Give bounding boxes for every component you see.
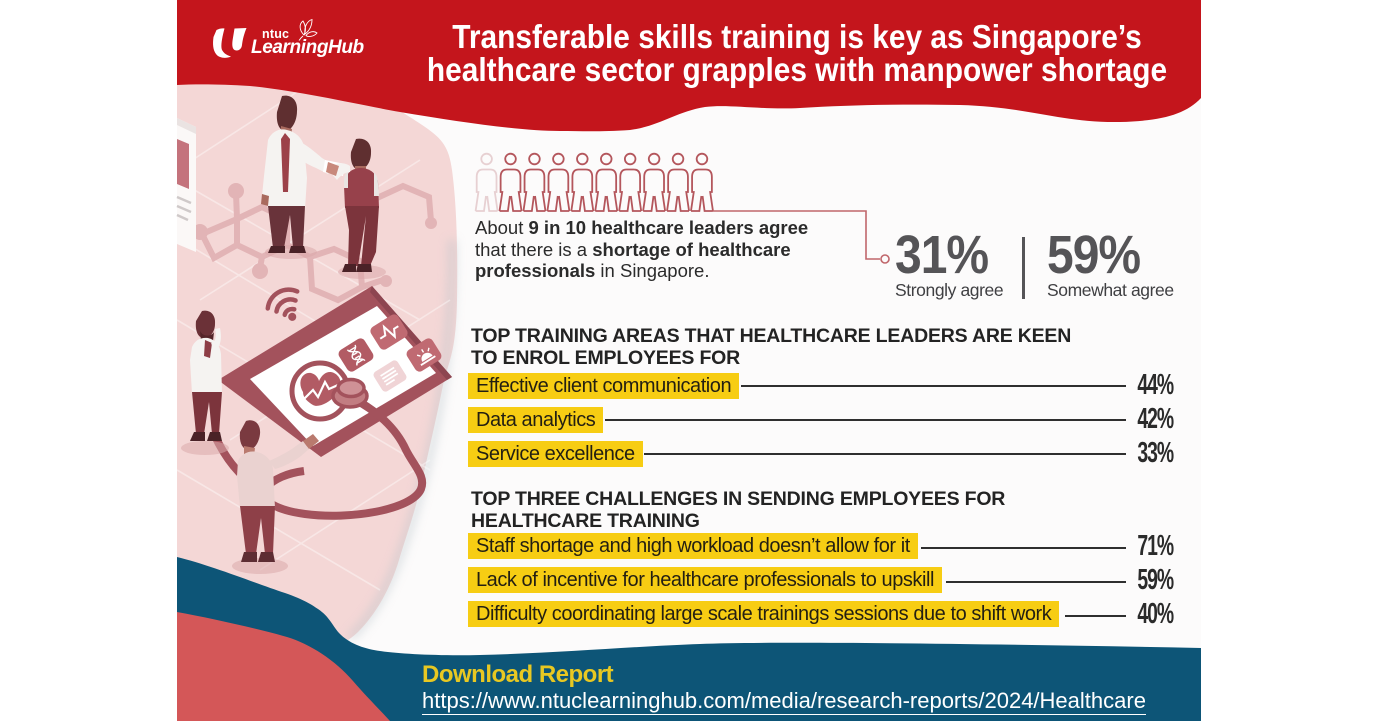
svg-text:LearningHub: LearningHub xyxy=(251,37,365,58)
svg-text:ntuc: ntuc xyxy=(262,27,289,41)
